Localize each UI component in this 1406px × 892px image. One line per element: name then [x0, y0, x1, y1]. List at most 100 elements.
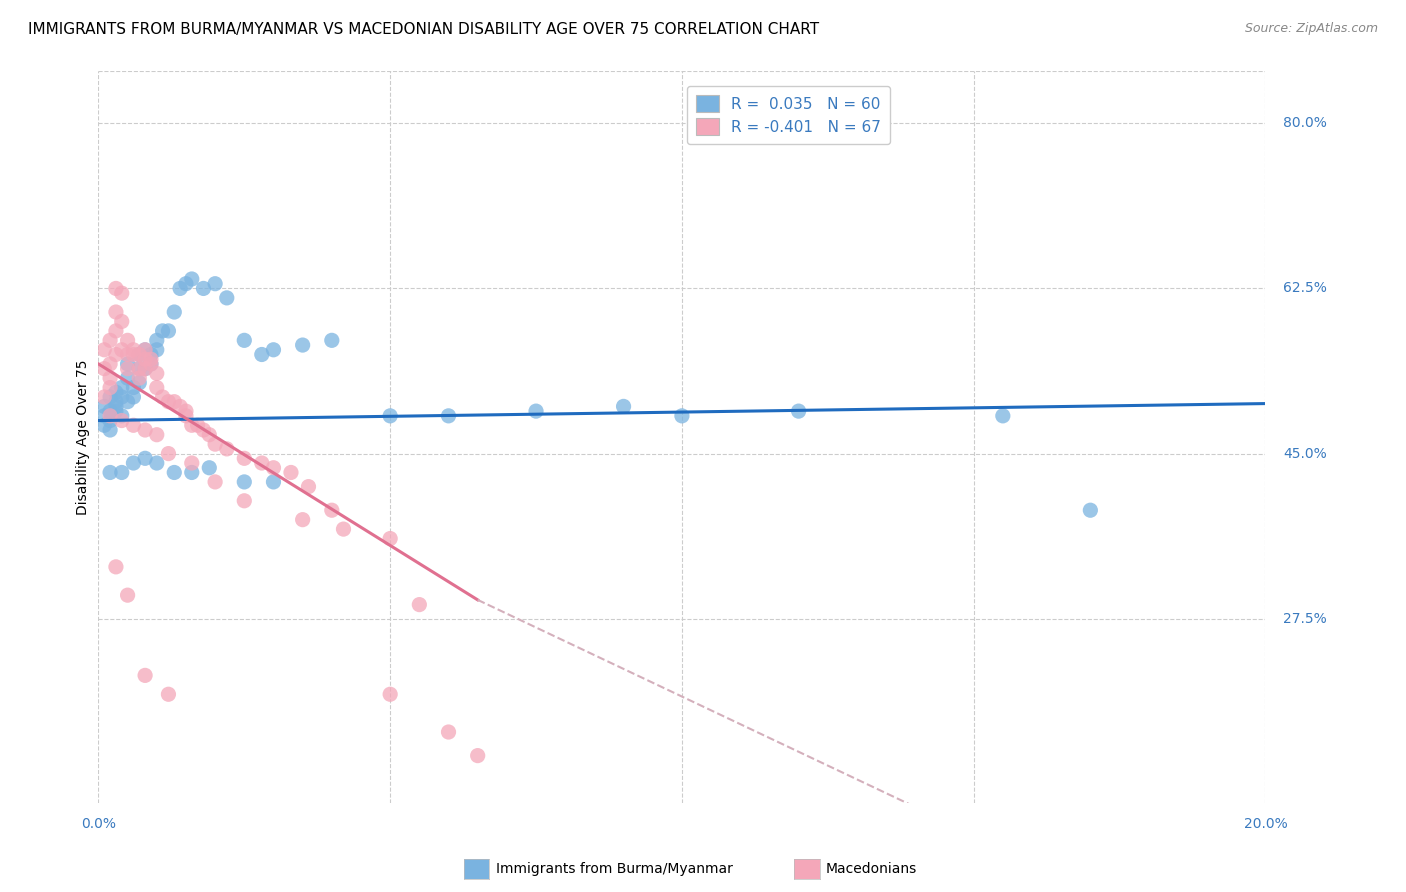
Point — [437, 409, 460, 423]
Point — [128, 361, 150, 376]
Point — [1080, 503, 1102, 517]
Point — [122, 380, 145, 394]
Point — [117, 588, 139, 602]
Point — [204, 437, 226, 451]
Point — [104, 305, 127, 319]
Point — [134, 361, 156, 376]
Point — [104, 394, 127, 409]
Point — [233, 493, 256, 508]
Point — [163, 466, 186, 480]
Point — [321, 503, 343, 517]
Point — [98, 390, 121, 404]
Point — [193, 281, 215, 295]
Point — [157, 394, 180, 409]
Point — [98, 380, 121, 394]
Point — [991, 409, 1014, 423]
Point — [332, 522, 354, 536]
Point — [134, 668, 156, 682]
Point — [146, 367, 169, 381]
Point — [122, 347, 145, 361]
Point — [204, 475, 226, 489]
Point — [139, 347, 162, 361]
Point — [321, 334, 343, 348]
Point — [233, 451, 256, 466]
Point — [297, 480, 319, 494]
Text: 27.5%: 27.5% — [1282, 612, 1327, 626]
Point — [128, 361, 150, 376]
Point — [612, 400, 634, 414]
Point — [98, 413, 121, 427]
Point — [291, 338, 314, 352]
Point — [408, 598, 430, 612]
Point — [93, 390, 115, 404]
Point — [111, 466, 134, 480]
Point — [128, 347, 150, 361]
Point — [262, 460, 284, 475]
Point — [98, 404, 121, 418]
Point — [152, 390, 174, 404]
Point — [437, 725, 460, 739]
Point — [233, 334, 256, 348]
Point — [93, 343, 115, 357]
Point — [139, 352, 162, 367]
Text: Source: ZipAtlas.com: Source: ZipAtlas.com — [1244, 22, 1378, 36]
Point — [122, 418, 145, 433]
Point — [157, 447, 180, 461]
Point — [139, 357, 162, 371]
Point — [98, 371, 121, 385]
Point — [262, 475, 284, 489]
Point — [111, 343, 134, 357]
Point — [250, 456, 273, 470]
Point — [117, 347, 139, 361]
Point — [111, 413, 134, 427]
Text: 62.5%: 62.5% — [1282, 282, 1327, 295]
Point — [93, 418, 115, 433]
Point — [104, 385, 127, 400]
Point — [671, 409, 693, 423]
Point — [146, 343, 169, 357]
Legend: R =  0.035   N = 60, R = -0.401   N = 67: R = 0.035 N = 60, R = -0.401 N = 67 — [686, 87, 890, 145]
Point — [93, 361, 115, 376]
Point — [524, 404, 547, 418]
Text: IMMIGRANTS FROM BURMA/MYANMAR VS MACEDONIAN DISABILITY AGE OVER 75 CORRELATION C: IMMIGRANTS FROM BURMA/MYANMAR VS MACEDON… — [28, 22, 820, 37]
Point — [134, 352, 156, 367]
Point — [111, 314, 134, 328]
Point — [215, 442, 238, 456]
Point — [104, 400, 127, 414]
Point — [787, 404, 810, 418]
Point — [163, 394, 186, 409]
Point — [98, 334, 121, 348]
Y-axis label: Disability Age Over 75: Disability Age Over 75 — [76, 359, 90, 515]
Point — [98, 466, 121, 480]
Point — [280, 466, 302, 480]
Point — [152, 324, 174, 338]
Point — [122, 456, 145, 470]
Point — [378, 687, 402, 701]
Point — [180, 466, 202, 480]
Point — [157, 687, 180, 701]
Point — [117, 361, 139, 376]
Point — [169, 281, 191, 295]
Point — [291, 513, 314, 527]
Point — [117, 334, 139, 348]
Point — [187, 418, 209, 433]
Point — [180, 456, 202, 470]
Point — [104, 281, 127, 295]
Point — [146, 334, 169, 348]
Point — [117, 394, 139, 409]
Point — [180, 418, 202, 433]
Point — [117, 357, 139, 371]
Text: Macedonians: Macedonians — [825, 862, 917, 876]
Point — [104, 404, 127, 418]
Point — [128, 347, 150, 361]
Point — [93, 400, 115, 414]
Point — [146, 427, 169, 442]
Point — [128, 376, 150, 390]
Point — [111, 380, 134, 394]
Point — [134, 423, 156, 437]
Point — [98, 409, 121, 423]
Point — [174, 404, 197, 418]
Point — [117, 371, 139, 385]
Point — [139, 357, 162, 371]
Point — [250, 347, 273, 361]
